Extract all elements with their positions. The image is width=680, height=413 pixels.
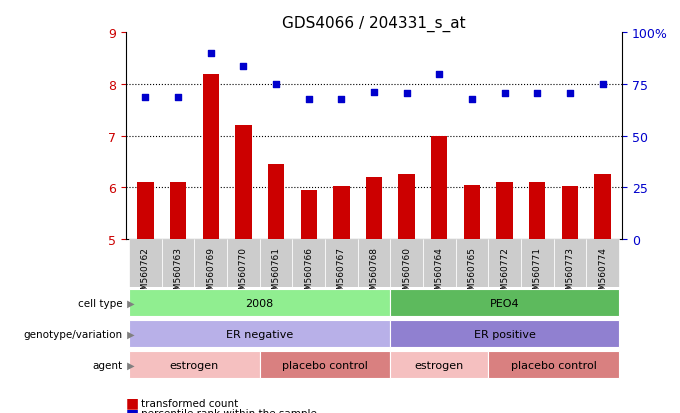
Point: [434, 71, 445, 78]
Text: ■: ■: [126, 396, 143, 410]
Point: [336, 97, 347, 103]
Title: GDS4066 / 204331_s_at: GDS4066 / 204331_s_at: [282, 16, 466, 32]
Bar: [260, 351, 390, 378]
Text: GSM560761: GSM560761: [271, 247, 281, 301]
Bar: [390, 351, 488, 378]
Bar: [260, 240, 292, 287]
Bar: [292, 240, 325, 287]
Text: GSM560773: GSM560773: [566, 247, 575, 301]
Text: ▶: ▶: [124, 360, 135, 370]
Point: [369, 89, 379, 96]
Text: estrogen: estrogen: [415, 360, 464, 370]
Bar: [521, 240, 554, 287]
Text: GSM560767: GSM560767: [337, 247, 346, 301]
Bar: [390, 290, 619, 316]
Text: GSM560769: GSM560769: [206, 247, 215, 301]
Text: GSM560772: GSM560772: [500, 247, 509, 301]
Bar: [464, 185, 480, 240]
Text: GSM560764: GSM560764: [435, 247, 444, 301]
Bar: [586, 240, 619, 287]
Text: ER positive: ER positive: [474, 329, 536, 339]
Bar: [227, 240, 260, 287]
Bar: [325, 240, 358, 287]
Bar: [488, 240, 521, 287]
Point: [532, 91, 543, 97]
Text: GSM560768: GSM560768: [369, 247, 379, 301]
Point: [401, 91, 412, 97]
Bar: [496, 183, 513, 240]
Text: placebo control: placebo control: [282, 360, 368, 370]
Text: GSM560762: GSM560762: [141, 247, 150, 301]
Bar: [398, 175, 415, 240]
Bar: [129, 351, 260, 378]
Bar: [358, 240, 390, 287]
Point: [238, 63, 249, 70]
Bar: [456, 240, 488, 287]
Bar: [235, 126, 252, 240]
Point: [173, 94, 184, 101]
Bar: [431, 136, 447, 240]
Point: [140, 94, 151, 101]
Bar: [129, 320, 390, 347]
Bar: [562, 187, 578, 240]
Bar: [301, 190, 317, 240]
Text: placebo control: placebo control: [511, 360, 596, 370]
Point: [499, 91, 510, 97]
Point: [466, 97, 477, 103]
Text: GSM560771: GSM560771: [533, 247, 542, 301]
Text: GSM560763: GSM560763: [173, 247, 182, 301]
Bar: [137, 183, 154, 240]
Point: [564, 91, 575, 97]
Bar: [162, 240, 194, 287]
Bar: [268, 165, 284, 240]
Text: transformed count: transformed count: [141, 398, 238, 408]
Text: ■: ■: [126, 406, 143, 413]
Bar: [129, 240, 162, 287]
Bar: [390, 240, 423, 287]
Text: GSM560774: GSM560774: [598, 247, 607, 301]
Text: genotype/variation: genotype/variation: [23, 329, 122, 339]
Point: [205, 50, 216, 57]
Point: [597, 81, 608, 88]
Bar: [170, 183, 186, 240]
Bar: [390, 320, 619, 347]
Text: 2008: 2008: [245, 298, 274, 308]
Bar: [366, 178, 382, 240]
Text: GSM560760: GSM560760: [402, 247, 411, 301]
Text: agent: agent: [92, 360, 122, 370]
Bar: [129, 290, 390, 316]
Bar: [203, 74, 219, 240]
Text: GSM560765: GSM560765: [467, 247, 477, 301]
Bar: [423, 240, 456, 287]
Text: ER negative: ER negative: [226, 329, 293, 339]
Point: [271, 81, 282, 88]
Point: [303, 97, 314, 103]
Text: PEO4: PEO4: [490, 298, 520, 308]
Bar: [554, 240, 586, 287]
Bar: [194, 240, 227, 287]
Text: estrogen: estrogen: [170, 360, 219, 370]
Bar: [594, 175, 611, 240]
Bar: [488, 351, 619, 378]
Text: ▶: ▶: [124, 329, 135, 339]
Text: ▶: ▶: [124, 298, 135, 308]
Text: cell type: cell type: [78, 298, 122, 308]
Bar: [333, 187, 350, 240]
Bar: [529, 183, 545, 240]
Text: GSM560766: GSM560766: [304, 247, 313, 301]
Text: percentile rank within the sample: percentile rank within the sample: [141, 408, 317, 413]
Text: GSM560770: GSM560770: [239, 247, 248, 301]
